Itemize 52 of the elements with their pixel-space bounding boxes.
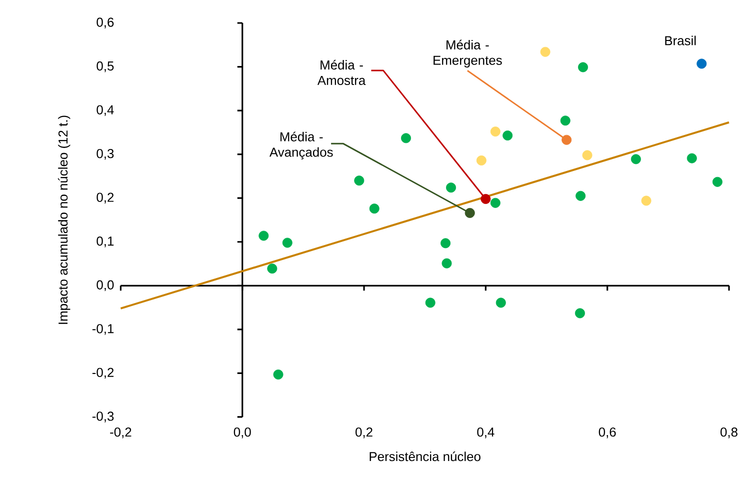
point (560, 116, 570, 126)
point (574, 308, 585, 318)
point (369, 204, 380, 214)
point (490, 126, 500, 137)
y-tick-label: 0,5 (96, 61, 114, 72)
point (442, 258, 452, 268)
point (540, 46, 550, 57)
y-tick-label: 0,2 (96, 192, 114, 204)
point (686, 153, 697, 164)
point (258, 230, 269, 241)
point (464, 208, 475, 218)
point (490, 198, 500, 208)
point (562, 134, 572, 145)
x-tick-label: 0,2 (356, 428, 372, 438)
point (502, 130, 513, 141)
y-tick-label: 0,4 (96, 105, 114, 116)
point (641, 196, 652, 206)
annotation: Média - Amostra (317, 60, 366, 86)
point (578, 62, 588, 72)
y-tick-label: -0,2 (92, 368, 114, 379)
point (480, 194, 491, 204)
y-tick-label: -0,1 (92, 324, 114, 335)
y-tick-label: 0,1 (96, 236, 114, 248)
point (582, 150, 592, 160)
point (496, 298, 506, 308)
point (696, 58, 707, 69)
point (425, 298, 436, 308)
point (712, 176, 722, 187)
annotation: Média - Avançados (269, 132, 333, 160)
x-tick-label: 0,8 (720, 428, 738, 438)
point (273, 370, 284, 380)
point (267, 264, 278, 274)
y-tick-label: 0,6 (96, 18, 114, 28)
point (440, 238, 451, 248)
point (446, 182, 456, 193)
y-tick-label: -0,3 (92, 412, 114, 422)
annotation: Brasil (665, 36, 696, 46)
y-axis-title: Impacto acumulado no núcleo (12 t.) (58, 116, 70, 324)
y-tick-label: 0,3 (96, 148, 114, 160)
point (630, 154, 641, 164)
point (354, 176, 364, 186)
x-tick-label: 0,0 (234, 428, 251, 438)
point (401, 133, 411, 144)
x-tick-label: 0,4 (477, 428, 494, 438)
x-axis-title: Persistência núcleo (370, 452, 480, 462)
x-tick-label: 0,6 (598, 428, 616, 438)
x-tick-label: -0,2 (110, 428, 132, 438)
annotation: Média - Emergentes (434, 40, 502, 68)
point (576, 190, 586, 201)
point (282, 238, 292, 248)
y-tick-label: 0,0 (96, 280, 114, 292)
point (476, 155, 486, 166)
